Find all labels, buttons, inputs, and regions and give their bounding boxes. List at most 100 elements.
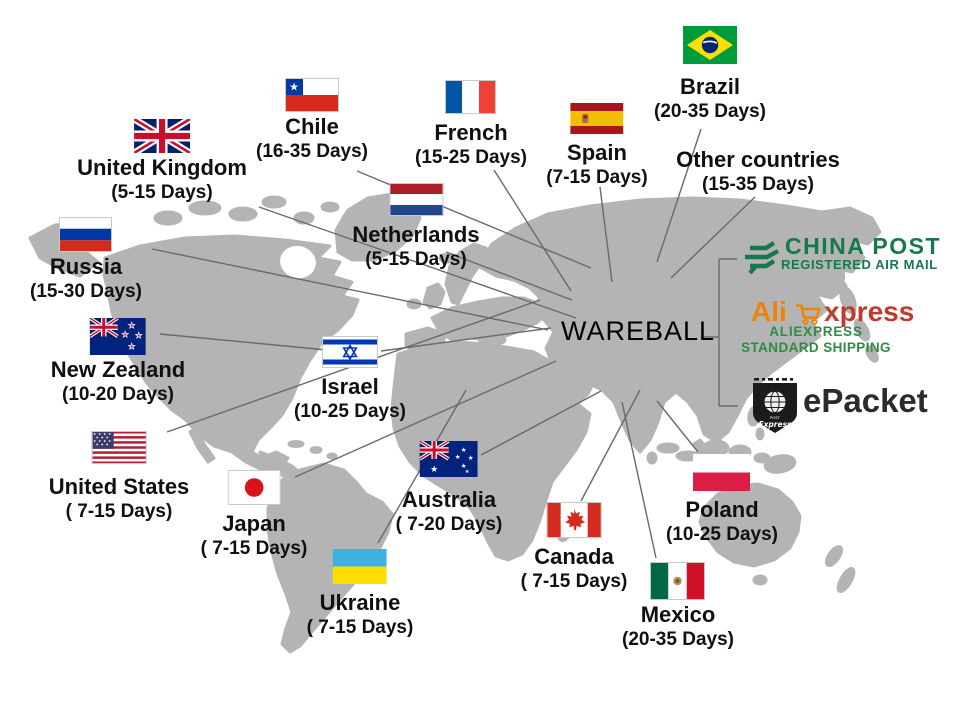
connector-line — [599, 186, 613, 283]
country-spain: Spain (7-15 Days) — [546, 103, 648, 190]
svg-text:★: ★ — [468, 454, 474, 462]
connector-line — [151, 248, 549, 331]
svg-text:★: ★ — [289, 81, 299, 94]
country-new-zealand: ★ ★ ★ ★ New Zealand (10-20 Days) — [51, 318, 185, 407]
country-days: (10-25 Days) — [294, 401, 406, 423]
country-ukraine: Ukraine ( 7-15 Days) — [306, 549, 414, 640]
flag-chile-icon: ★ — [256, 78, 368, 112]
flag-australia-icon: ★ ★ ★ ★ ★ ★ — [396, 441, 503, 477]
svg-text:Express: Express — [758, 420, 792, 429]
svg-text:★: ★ — [128, 321, 135, 330]
country-name: Israel — [321, 374, 379, 399]
country-poland: Poland (10-25 Days) — [666, 454, 778, 547]
flag-canada-icon — [521, 502, 628, 538]
country-name: French — [434, 120, 508, 145]
connector-line — [445, 251, 573, 301]
epacket-title: ePacket — [803, 382, 928, 419]
country-days: (10-25 Days) — [666, 524, 778, 546]
country-name: Ukraine — [319, 590, 401, 615]
flag-ukraine-icon — [307, 549, 414, 584]
flag-france-icon — [415, 80, 527, 114]
country-name: Other countries — [676, 147, 840, 172]
cart-icon — [795, 304, 821, 325]
country-name: Brazil — [680, 74, 740, 99]
country-netherlands: Netherlands (5-15 Days) — [352, 183, 480, 272]
country-name: Canada — [534, 544, 614, 569]
flag-mexico-icon — [622, 562, 734, 600]
brand-wareball: WAREBALL — [561, 316, 716, 346]
flag-united-states-icon — [49, 431, 190, 464]
china-post-emblem-icon — [745, 241, 780, 275]
country-united-kingdom: United Kingdom (5-15 Days) — [77, 119, 247, 205]
aliexpress-shipping-line2: STANDARD SHIPPING — [741, 340, 891, 355]
connector-line — [159, 333, 349, 353]
connector-line — [294, 360, 557, 478]
flag-netherlands-icon — [352, 183, 479, 216]
country-name: Russia — [49, 254, 123, 279]
country-brazil: Brazil (20-35 Days) — [654, 26, 766, 124]
country-canada: Canada ( 7-15 Days) — [520, 502, 628, 594]
country-days: (15-30 Days) — [30, 281, 142, 303]
country-days: (10-20 Days) — [62, 384, 174, 406]
country-days: (5-15 Days) — [111, 182, 213, 204]
country-name: United Kingdom — [77, 155, 247, 180]
connector-line — [580, 389, 641, 502]
country-name: Mexico — [640, 602, 716, 627]
country-mexico: Mexico (20-35 Days) — [622, 562, 734, 652]
country-days: ( 7-15 Days) — [306, 617, 414, 639]
country-name: New Zealand — [50, 357, 186, 382]
svg-text:★: ★ — [465, 469, 470, 475]
flag-spain-icon — [546, 103, 647, 134]
country-australia: ★ ★ ★ ★ ★ ★ Australia ( 7-20 Days) — [395, 441, 503, 537]
aliexpress-logo-xpress: xpress — [824, 296, 915, 327]
svg-text:POST: POST — [770, 415, 781, 420]
country-days: ( 7-15 Days) — [200, 538, 308, 560]
svg-text:★: ★ — [128, 342, 135, 351]
svg-text:★: ★ — [455, 453, 461, 461]
carrier-bracket — [701, 258, 738, 407]
connector-line — [258, 206, 577, 319]
country-united-states: United States ( 7-15 Days) — [48, 431, 190, 524]
country-days: ( 7-15 Days) — [520, 571, 628, 593]
country-russia: Russia (15-30 Days) — [30, 217, 142, 304]
flag-japan-icon — [201, 470, 308, 505]
flag-new-zealand-icon: ★ ★ ★ ★ — [51, 318, 185, 355]
flag-poland-icon — [666, 454, 778, 491]
flag-brazil-icon — [654, 26, 766, 64]
svg-text:★: ★ — [461, 446, 467, 454]
country-name: United States — [48, 474, 190, 499]
country-days: ( 7-20 Days) — [395, 514, 503, 536]
svg-text:★: ★ — [135, 331, 142, 340]
country-other-countries: Other countries (15-35 Days) — [676, 145, 840, 197]
svg-text:★: ★ — [461, 462, 467, 470]
flag-israel-icon — [294, 336, 406, 368]
country-days: (5-15 Days) — [365, 249, 467, 271]
country-days: (16-35 Days) — [256, 141, 368, 163]
flag-russia-icon — [30, 217, 142, 252]
country-days: (7-15 Days) — [546, 167, 648, 189]
connector-line — [380, 327, 552, 352]
country-name: Poland — [685, 497, 759, 522]
flag-united-kingdom-icon — [77, 119, 247, 153]
china-post-subtitle: REGISTERED AIR MAIL — [781, 257, 938, 272]
china-post-title: CHINA POST — [785, 233, 941, 259]
connector-line — [493, 169, 572, 292]
aliexpress-logo-ali: Ali — [751, 296, 787, 327]
country-chile: ★ Chile (16-35 Days) — [256, 78, 368, 164]
connector-line — [656, 128, 702, 263]
connector-line — [670, 196, 756, 279]
epacket-shield-icon: POST Express — [753, 378, 797, 433]
country-israel: Israel (10-25 Days) — [294, 336, 406, 424]
country-france: French (15-25 Days) — [415, 80, 527, 170]
svg-text:★: ★ — [430, 465, 438, 475]
country-days: (20-35 Days) — [654, 101, 766, 123]
aliexpress-shipping-line1: ALIEXPRESS — [769, 324, 863, 339]
country-name: Japan — [222, 511, 286, 536]
country-days: (15-25 Days) — [415, 147, 527, 169]
country-name: Spain — [567, 140, 627, 165]
country-days: (20-35 Days) — [622, 629, 734, 651]
country-name: Netherlands — [352, 222, 480, 247]
country-japan: Japan ( 7-15 Days) — [200, 470, 308, 561]
